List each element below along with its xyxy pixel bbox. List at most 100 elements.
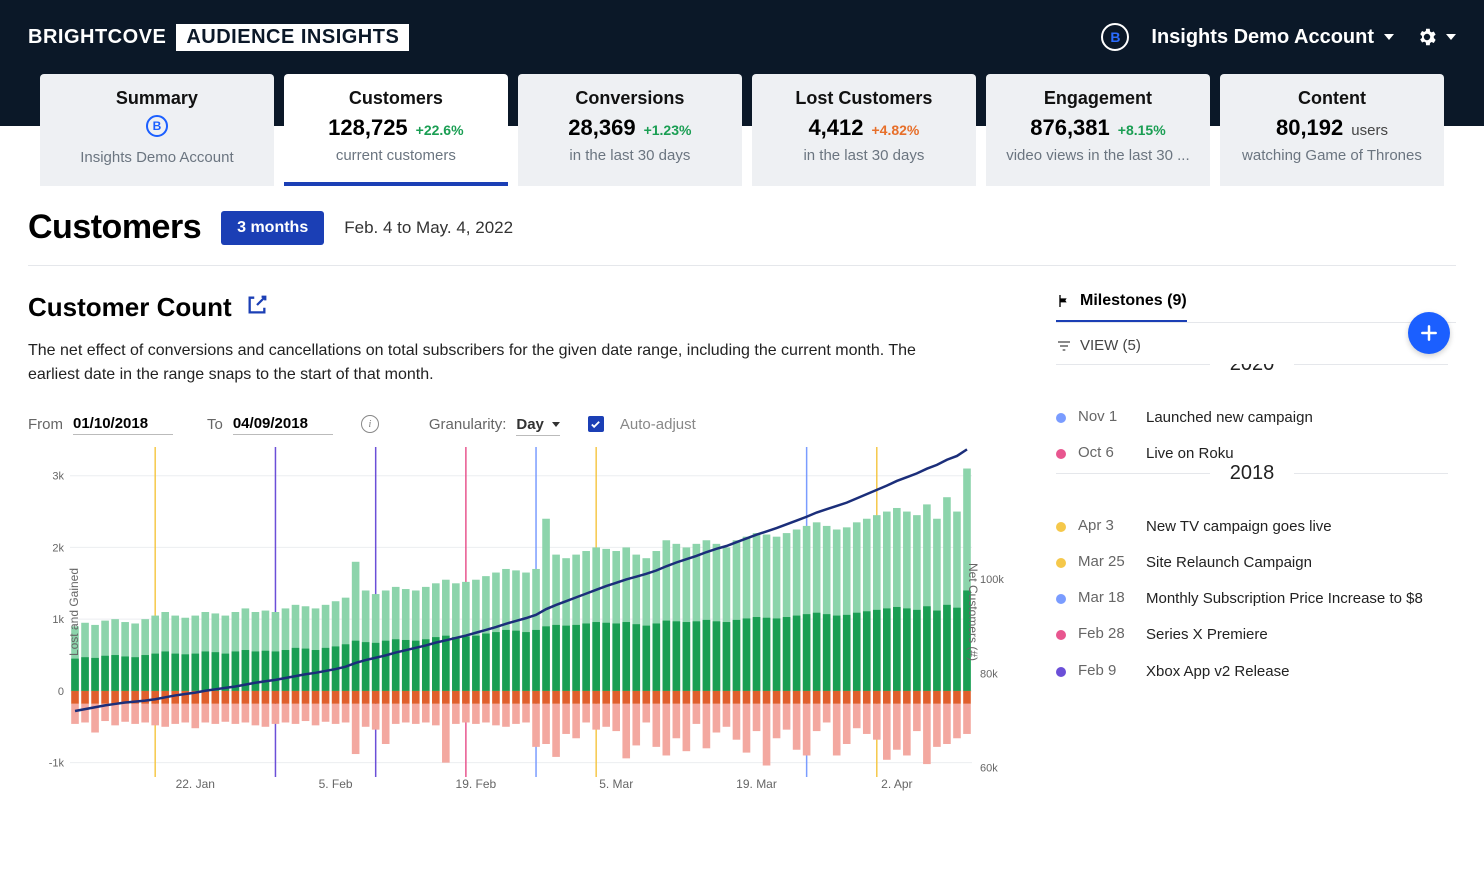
tab-sub: in the last 30 days [766,147,962,164]
milestones-view-filter[interactable]: VIEW (5) [1056,323,1456,364]
tab-sub: Insights Demo Account [54,149,260,166]
page-body: Customers 3 months Feb. 4 to May. 4, 202… [0,186,1484,795]
milestone-dot-icon [1056,558,1066,568]
topbar: BRIGHTCOVE AUDIENCE INSIGHTS B Insights … [0,0,1484,74]
account-badge-icon: B [1101,23,1129,51]
main-panel: Customer Count The net effect of convers… [28,292,1026,795]
tab-title: Summary [54,88,260,109]
tab-engagement[interactable]: Engagement 876,381 +8.15% video views in… [986,74,1210,186]
x-tick-label: 19. Mar [736,777,777,791]
x-tick-label: 5. Mar [599,777,633,791]
from-date-input[interactable] [73,413,173,435]
milestone-date: Nov 1 [1078,408,1134,425]
page-title: Customers [28,208,201,247]
to-date-input[interactable] [233,413,333,435]
tab-value: 80,192 [1276,115,1343,141]
tab-value: 4,412 [808,115,863,141]
tab-title: Conversions [532,88,728,109]
chart-controls: From To i Granularity: Day Auto-adjust [28,413,1026,435]
milestone-text: Xbox App v2 Release [1146,662,1289,682]
info-icon[interactable]: i [361,415,379,433]
milestone-dot-icon [1056,630,1066,640]
tab-conversions[interactable]: Conversions 28,369 +1.23% in the last 30… [518,74,742,186]
date-range-chip[interactable]: 3 months [221,211,324,245]
tab-value: 876,381 [1030,115,1110,141]
tab-title: Customers [298,88,494,109]
brand-circle-icon: B [146,115,168,137]
milestone-text: Launched new campaign [1146,408,1313,428]
milestone-date: Feb 28 [1078,625,1134,642]
svg-text:-1k: -1k [49,758,65,770]
x-tick-label: 19. Feb [456,777,497,791]
section-title: Customer Count [28,292,232,323]
add-milestone-button[interactable] [1408,312,1450,354]
milestone-text: Site Relaunch Campaign [1146,553,1312,573]
milestone-item[interactable]: Feb 9 Xbox App v2 Release [1056,654,1448,690]
milestone-date: Mar 18 [1078,589,1134,606]
milestone-item[interactable]: Apr 3 New TV campaign goes live [1056,509,1448,545]
caret-down-icon [552,422,560,427]
tab-title: Lost Customers [766,88,962,109]
chart-svg: -1k01k2k3k60k80k100k [70,447,972,777]
tab-sub: video views in the last 30 ... [1000,147,1196,164]
tab-lost-customers[interactable]: Lost Customers 4,412 +4.82% in the last … [752,74,976,186]
section-description: The net effect of conversions and cancel… [28,339,928,387]
svg-text:3k: 3k [52,471,64,483]
granularity-select[interactable]: Day [516,416,560,433]
y-axis-right-label: Net Customers (#) [966,563,980,661]
milestone-item[interactable]: Feb 28 Series X Premiere [1056,617,1448,653]
milestone-text: Series X Premiere [1146,625,1268,645]
account-switcher[interactable]: Insights Demo Account [1151,26,1394,49]
tab-unit: users [1351,122,1388,139]
customer-count-chart: Lost and Gained Net Customers (#) -1k01k… [70,447,972,777]
milestone-date: Oct 6 [1078,444,1134,461]
svg-text:60k: 60k [980,763,998,775]
filter-icon [1056,338,1072,354]
tab-title: Content [1234,88,1430,109]
open-external-icon[interactable] [246,294,268,321]
brand-logo: BRIGHTCOVE AUDIENCE INSIGHTS [28,24,409,51]
account-name-text: Insights Demo Account [1151,26,1374,49]
milestone-dot-icon [1056,594,1066,604]
tab-delta: +8.15% [1118,122,1166,138]
tab-content[interactable]: Content 80,192 users watching Game of Th… [1220,74,1444,186]
page-head: Customers 3 months Feb. 4 to May. 4, 202… [28,208,1456,266]
brand-left: BRIGHTCOVE [28,26,166,49]
caret-down-icon [1446,34,1456,40]
auto-adjust-checkbox[interactable] [588,416,604,432]
tab-sub: in the last 30 days [532,147,728,164]
milestone-text: New TV campaign goes live [1146,517,1332,537]
milestones-title: Milestones (9) [1080,292,1187,310]
tab-delta: +4.82% [872,122,920,138]
x-axis-labels: 22. Jan5. Feb19. Feb5. Mar19. Mar2. Apr [70,777,972,795]
milestone-item[interactable]: Mar 25Site Relaunch Campaign [1056,545,1448,581]
milestone-date: Feb 9 [1078,662,1134,679]
milestones-list[interactable]: 2020Nov 1Launched new campaignOct 6Live … [1056,364,1456,690]
tab-delta: +1.23% [644,122,692,138]
flag-icon [1056,293,1072,309]
tab-value: 128,725 [328,115,408,141]
svg-text:1k: 1k [52,614,64,626]
gear-icon [1416,26,1438,48]
svg-text:100k: 100k [980,574,1004,586]
svg-text:80k: 80k [980,668,998,680]
x-tick-label: 5. Feb [319,777,353,791]
tab-customers[interactable]: Customers 128,725 +22.6% current custome… [284,74,508,186]
granularity-label: Granularity: [429,416,507,433]
tab-sub: current customers [298,147,494,164]
tab-title: Engagement [1000,88,1196,109]
milestone-text: Monthly Subscription Price Increase to $… [1146,589,1423,609]
to-label: To [207,416,223,433]
milestone-item[interactable]: Mar 18 Monthly Subscription Price Increas… [1056,581,1448,617]
svg-text:0: 0 [58,686,64,698]
settings-menu[interactable] [1416,26,1456,48]
tab-sub: watching Game of Thrones [1234,147,1430,164]
y-axis-left-label: Lost and Gained [67,568,81,656]
milestone-item[interactable]: Nov 1 Launched new campaign [1056,400,1448,436]
tabs-container: Summary B Insights Demo Account Customer… [0,74,1484,186]
tab-summary[interactable]: Summary B Insights Demo Account [40,74,274,186]
x-tick-label: 2. Apr [881,777,912,791]
milestones-tab[interactable]: Milestones (9) [1056,292,1187,323]
date-range-text: Feb. 4 to May. 4, 2022 [344,218,513,238]
milestone-date: Apr 3 [1078,517,1134,534]
